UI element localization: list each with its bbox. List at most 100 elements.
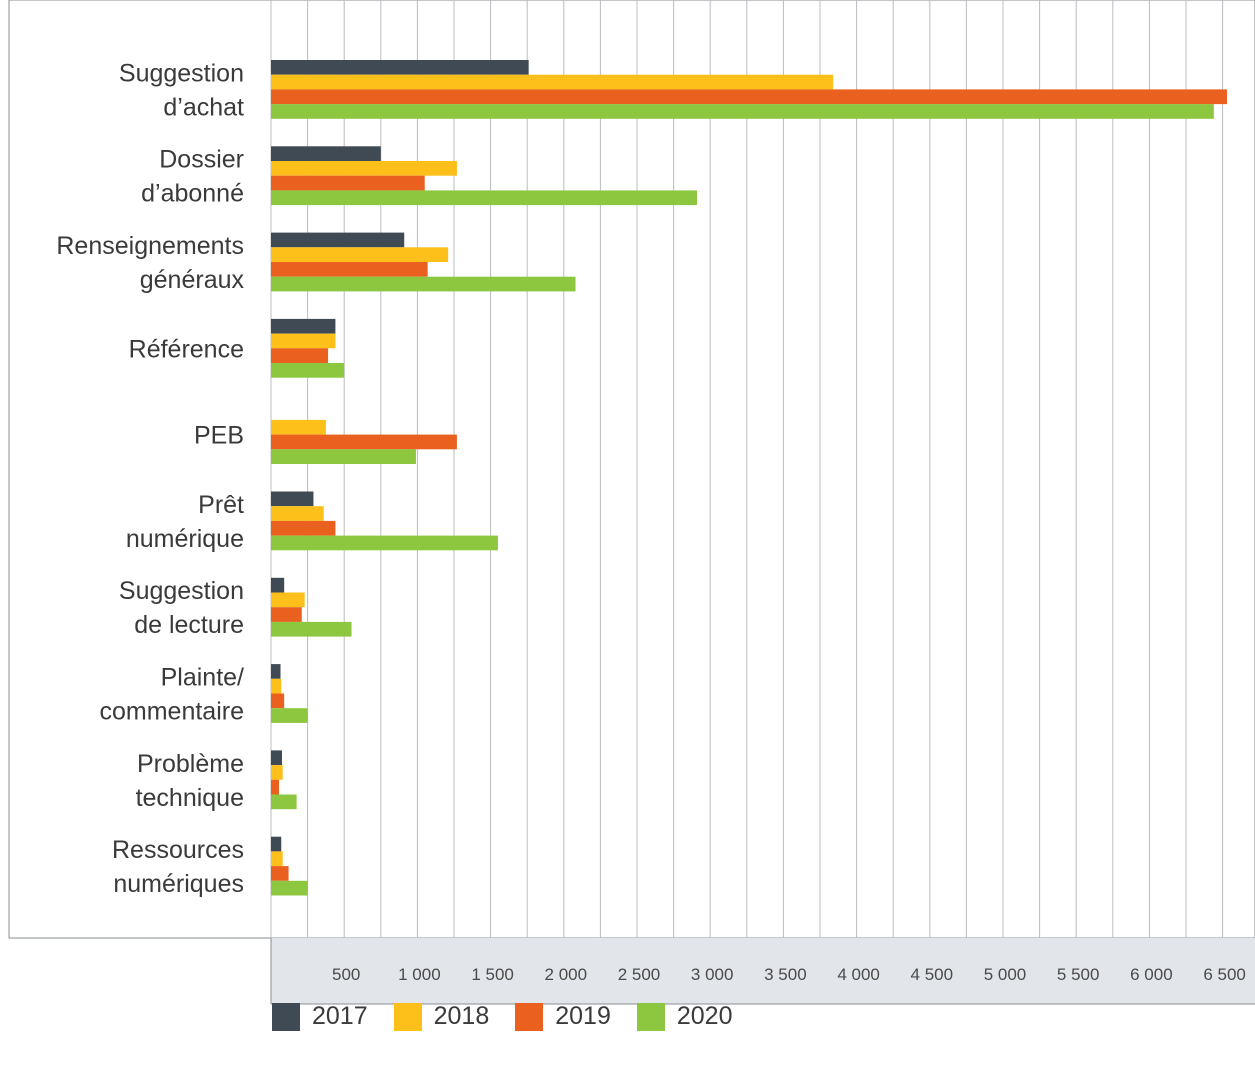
bar [271, 363, 345, 378]
bar [271, 318, 336, 334]
bar [271, 419, 326, 435]
bar [271, 621, 352, 637]
legend-item-2018: 2018 [393, 1002, 490, 1031]
category-label: PEB [194, 422, 244, 450]
x-tick-label: 3 500 [764, 965, 807, 984]
x-tick-label: 4 000 [837, 965, 880, 984]
category-label: Suggestion d’achat [119, 59, 244, 121]
bar [271, 449, 416, 464]
legend-label-2018: 2018 [433, 1002, 490, 1030]
bar [271, 779, 280, 795]
x-tick-label: 2 000 [545, 965, 588, 984]
bar [271, 794, 297, 810]
x-tick-label: 2 500 [618, 965, 661, 984]
bar [271, 693, 285, 709]
bar [271, 678, 282, 694]
category-label: Plainte/commentaire [100, 664, 245, 726]
category-label-line: de lecture [134, 611, 244, 639]
x-tick-label: 5 500 [1057, 965, 1100, 984]
category-label-line: Plainte/ [161, 664, 244, 692]
bar [271, 232, 405, 248]
category-label-line: d’achat [163, 93, 244, 121]
category-label-line: Référence [129, 335, 244, 363]
legend-swatch-2017 [272, 1002, 300, 1031]
legend-label-2019: 2019 [555, 1002, 611, 1030]
bar [271, 74, 834, 90]
bar [271, 104, 1214, 119]
bar [271, 247, 449, 262]
legend-swatch-2020 [636, 1002, 665, 1031]
x-axis-band [271, 938, 1255, 1004]
bar [271, 880, 308, 896]
x-tick-label: 500 [332, 965, 360, 984]
category-label: Ressources numériques [112, 836, 244, 898]
category-label-line: numériques [113, 870, 244, 898]
x-tick-label: 6 500 [1203, 965, 1246, 984]
chart-background [8, 0, 1255, 1005]
bar [271, 190, 698, 206]
bar [271, 161, 457, 176]
bar [271, 708, 308, 723]
category-label-line: Problème [137, 750, 244, 778]
category-label-line: Dossier [159, 146, 244, 174]
bar [271, 535, 498, 551]
category-label-line: Renseignements [56, 232, 244, 260]
legend-label-2020: 2020 [676, 1002, 733, 1030]
legend-item-2020: 2020 [636, 1002, 733, 1031]
category-labels: Suggestion d’achat Dossier d’abonné Renseign… [56, 59, 244, 898]
bar [271, 592, 305, 608]
category-label-line: Suggestion [119, 577, 244, 605]
x-tick-label: 1 000 [398, 965, 441, 984]
category-label: Prêt numérique [126, 491, 244, 553]
bar [271, 146, 381, 161]
x-tick-label: 3 000 [691, 965, 734, 984]
bar [271, 491, 314, 507]
category-label-line: Ressources [112, 836, 244, 864]
bar [271, 866, 289, 881]
legend-item-2019: 2019 [515, 1002, 611, 1031]
bar [271, 175, 425, 191]
bar [271, 851, 283, 867]
category-label-line: technique [136, 784, 244, 812]
bar [271, 577, 285, 593]
x-tick-label: 6 000 [1130, 965, 1173, 984]
category-label: Référence [129, 335, 244, 363]
category-label-line: numérique [126, 525, 244, 553]
bar [271, 434, 457, 450]
category-label: Dossier d’abonné [141, 146, 244, 208]
category-label-line: PEB [194, 422, 244, 450]
bar [271, 333, 336, 349]
category-label-line: Prêt [198, 491, 244, 519]
legend-swatch-2019 [515, 1002, 544, 1031]
plot-frame [8, 0, 1255, 939]
bar [271, 506, 324, 521]
legend-item-2017: 2017 [272, 1002, 368, 1031]
bar [271, 520, 336, 536]
bar [271, 607, 302, 622]
category-label: Suggestion de lecture [119, 577, 244, 639]
category-label-line: commentaire [100, 698, 245, 726]
bar [271, 276, 576, 292]
x-axis-ticks: 500 1 000 1 500 2 000 2 500 3 000 3 500 4 000 4 … [332, 965, 1246, 984]
category-label: Problème technique [136, 750, 244, 812]
category-label-line: Suggestion [119, 59, 244, 87]
bar [271, 750, 282, 766]
gridlines [270, 0, 1224, 938]
x-tick-label: 5 000 [984, 965, 1027, 984]
category-label-line: généraux [140, 266, 245, 294]
x-tick-label: 4 500 [911, 965, 954, 984]
bar [271, 836, 282, 852]
bar [271, 765, 283, 780]
bar [271, 348, 329, 363]
legend-label-2017: 2017 [312, 1002, 368, 1030]
legend-swatch-2018 [393, 1002, 422, 1031]
bars [271, 60, 1227, 896]
bar [271, 60, 529, 75]
bar [271, 89, 1227, 105]
legend: 2017 2018 2019 2020 [272, 1002, 759, 1031]
category-label: Renseignements généraux [56, 232, 244, 294]
bar [271, 664, 281, 679]
bar [271, 262, 428, 277]
category-label-line: d’abonné [141, 180, 244, 208]
